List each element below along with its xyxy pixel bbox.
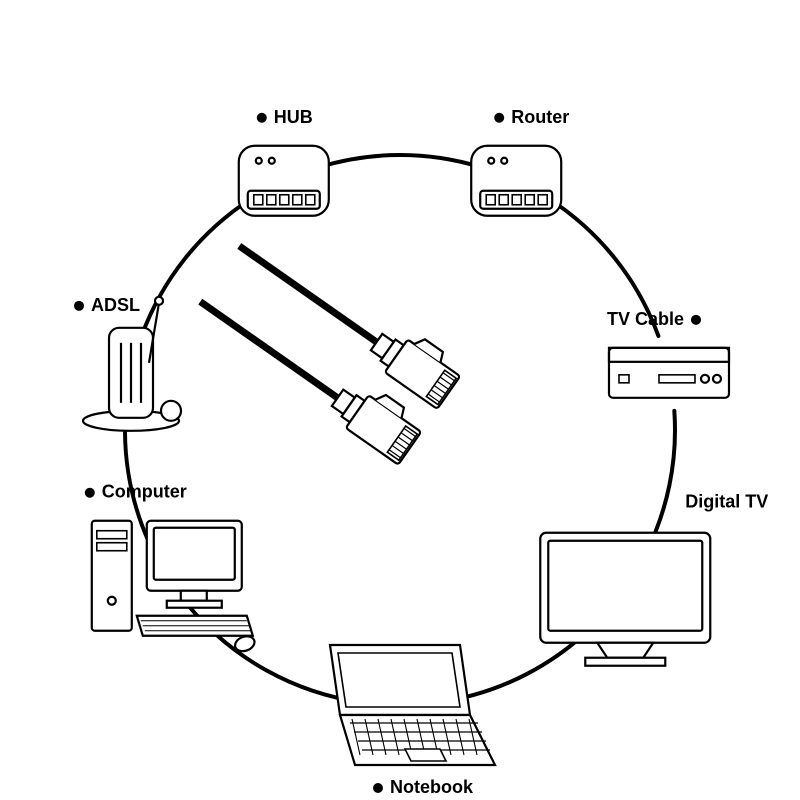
digitaltv-label: Digital TV: [685, 492, 768, 512]
computer-label: Computer: [102, 482, 187, 502]
router-icon: [471, 146, 561, 216]
bullet-icon: [373, 783, 383, 793]
bullet-icon: [74, 301, 84, 311]
bullet-icon: [691, 315, 701, 325]
hub-label-group: HUB: [257, 107, 313, 127]
network-diagram: HUB Router TV Cable Digital TV Notebook Compu…: [0, 0, 800, 800]
adsl-label-group: ADSL: [74, 295, 140, 315]
digitaltv-icon: [540, 533, 710, 666]
hub-icon: [239, 146, 329, 216]
hub-label: HUB: [274, 107, 313, 127]
computer-label-group: Computer: [85, 482, 187, 502]
notebook-label-group: Notebook: [373, 777, 474, 797]
adsl-icon: [83, 297, 181, 431]
computer-icon: [92, 521, 257, 654]
bullet-icon: [494, 113, 504, 123]
adsl-label: ADSL: [91, 295, 140, 315]
bullet-icon: [85, 488, 95, 498]
bullet-icon: [257, 113, 267, 123]
router-label: Router: [511, 107, 569, 127]
router-label-group: Router: [494, 107, 569, 127]
tvcable-label: TV Cable: [607, 309, 684, 329]
digitaltv-label-group: Digital TV: [685, 492, 768, 512]
tvcable-label-group: TV Cable: [607, 309, 701, 329]
notebook-label: Notebook: [390, 777, 474, 797]
ethernet-cables-icon: [189, 221, 466, 464]
tvcable-icon: [609, 348, 729, 398]
notebook-icon: [330, 645, 495, 765]
